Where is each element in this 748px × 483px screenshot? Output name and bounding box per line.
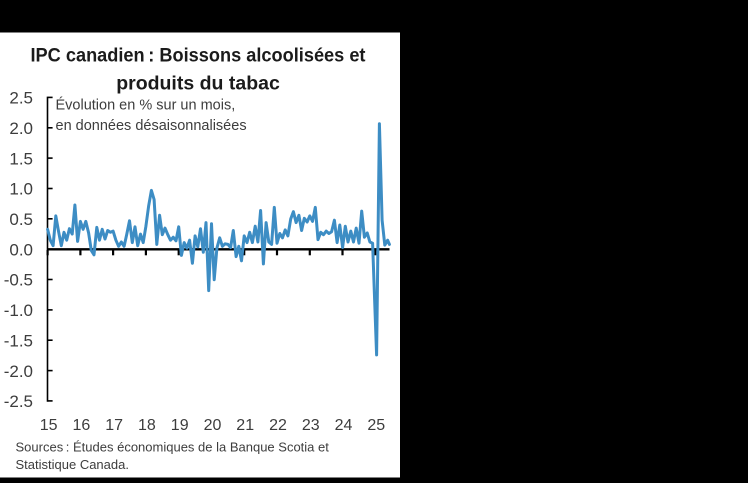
svg-text:25: 25 [367, 417, 385, 434]
svg-text:0.0: 0.0 [9, 240, 33, 259]
svg-text:Sources : Études économiques d: Sources : Études économiques de la Banqu… [16, 440, 330, 455]
svg-text:IPC canadien : Boissons alcool: IPC canadien : Boissons alcoolisées et [31, 45, 366, 67]
svg-text:1.0: 1.0 [9, 180, 33, 199]
svg-text:19: 19 [171, 417, 189, 434]
svg-text:produits du tabac: produits du tabac [116, 72, 280, 94]
svg-text:2.5: 2.5 [9, 89, 33, 108]
svg-text:-0.5: -0.5 [4, 271, 33, 290]
svg-text:Statistique Canada.: Statistique Canada. [16, 457, 129, 472]
svg-text:-1.5: -1.5 [4, 331, 33, 350]
svg-text:18: 18 [138, 417, 156, 434]
svg-text:22: 22 [269, 417, 287, 434]
svg-text:24: 24 [335, 417, 353, 434]
svg-text:en données désaisonnalisées: en données désaisonnalisées [56, 118, 247, 134]
svg-text:23: 23 [302, 417, 320, 434]
svg-text:0.5: 0.5 [9, 210, 33, 229]
svg-text:1.5: 1.5 [9, 149, 33, 168]
svg-text:20: 20 [204, 417, 222, 434]
svg-text:-1.0: -1.0 [4, 301, 33, 320]
svg-text:21: 21 [236, 417, 254, 434]
svg-text:2.0: 2.0 [9, 119, 33, 138]
svg-text:15: 15 [40, 417, 58, 434]
svg-text:16: 16 [73, 417, 91, 434]
svg-text:-2.0: -2.0 [4, 362, 33, 381]
svg-text:Évolution en % sur un mois,: Évolution en % sur un mois, [56, 97, 236, 114]
svg-text:17: 17 [105, 417, 123, 434]
svg-text:-2.5: -2.5 [4, 392, 33, 411]
